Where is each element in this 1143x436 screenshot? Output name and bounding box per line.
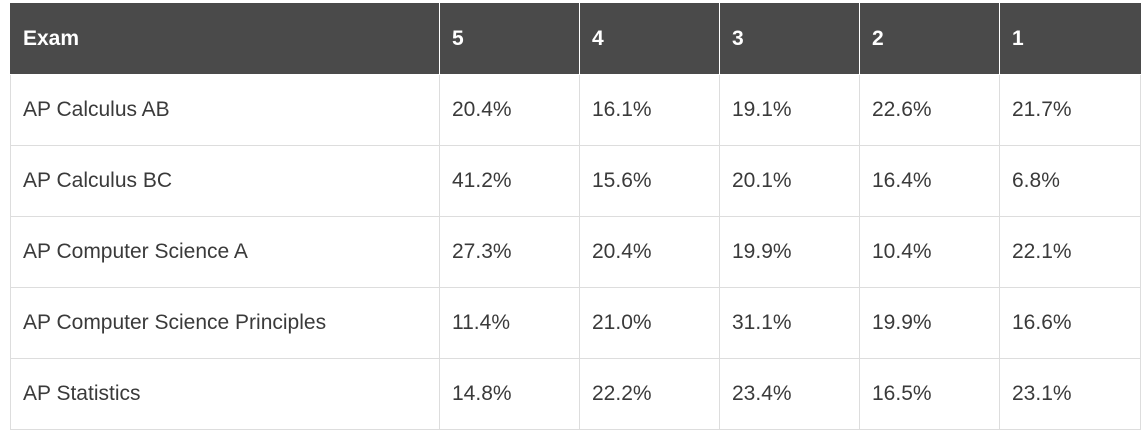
percent-cell: 11.4% [439,287,580,359]
exam-cell: AP Calculus AB [10,74,440,146]
exam-cell: AP Computer Science Principles [10,287,440,359]
exam-cell: AP Statistics [10,358,440,430]
table-row: AP Computer Science Principles 11.4% 21.0%… [10,287,1141,359]
percent-cell: 16.1% [579,74,720,146]
header-cell: 5 [439,3,580,75]
percent-cell: 22.2% [579,358,720,430]
percent-cell: 6.8% [999,145,1141,217]
percent-cell: 20.4% [579,216,720,288]
header-cell: 3 [719,3,860,75]
percent-cell: 22.1% [999,216,1141,288]
percent-cell: 21.0% [579,287,720,359]
table-header: Exam 5 4 3 2 1 [10,3,1141,75]
score-table: Exam 5 4 3 2 1 AP Calculus AB 20.4% 16.1% 19.1% 2… [10,3,1141,430]
header-cell: 1 [999,3,1141,75]
exam-cell: AP Computer Science A [10,216,440,288]
percent-cell: 16.4% [859,145,1000,217]
header-cell: Exam [10,3,440,75]
percent-cell: 20.1% [719,145,860,217]
table-row: AP Statistics 14.8% 22.2% 23.4% 16.5% 23.1% [10,358,1141,430]
percent-cell: 23.1% [999,358,1141,430]
percent-cell: 16.6% [999,287,1141,359]
table-row: AP Calculus AB 20.4% 16.1% 19.1% 22.6% 21.7% [10,74,1141,146]
table-body: AP Calculus AB 20.4% 16.1% 19.1% 22.6% 21.7% A… [10,74,1141,430]
percent-cell: 19.1% [719,74,860,146]
exam-cell: AP Calculus BC [10,145,440,217]
table-row: AP Calculus BC 41.2% 15.6% 20.1% 16.4% 6.8% [10,145,1141,217]
table-row: AP Computer Science A 27.3% 20.4% 19.9% 10.4… [10,216,1141,288]
percent-cell: 23.4% [719,358,860,430]
percent-cell: 10.4% [859,216,1000,288]
percent-cell: 14.8% [439,358,580,430]
header-cell: 4 [579,3,720,75]
percent-cell: 15.6% [579,145,720,217]
percent-cell: 27.3% [439,216,580,288]
percent-cell: 41.2% [439,145,580,217]
percent-cell: 16.5% [859,358,1000,430]
percent-cell: 31.1% [719,287,860,359]
percent-cell: 21.7% [999,74,1141,146]
header-cell: 2 [859,3,1000,75]
percent-cell: 20.4% [439,74,580,146]
percent-cell: 22.6% [859,74,1000,146]
percent-cell: 19.9% [859,287,1000,359]
percent-cell: 19.9% [719,216,860,288]
header-row: Exam 5 4 3 2 1 [10,3,1141,75]
